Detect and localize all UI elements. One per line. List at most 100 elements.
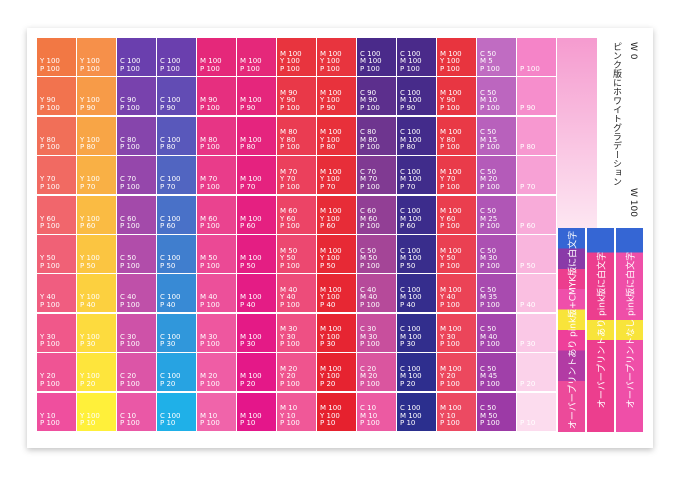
swatch-label: P 100 [200, 300, 220, 309]
swatch: M 100 P 100 [197, 38, 236, 76]
swatch: C 40 P 100 [117, 274, 156, 313]
swatch: M 100 P 100 [237, 38, 276, 76]
swatch-label: P 20 [160, 379, 176, 388]
swatch: M 100 Y 70 P 100 [437, 156, 476, 195]
swatch-label: Y 100 [80, 332, 100, 341]
swatch-label: P 80 [520, 143, 536, 152]
swatch-label: M 100 [440, 364, 462, 373]
swatch-label: C 50 [480, 207, 497, 216]
swatch-label: P 100 [280, 64, 300, 73]
swatch: C 90 M 90 P 100 [357, 77, 396, 116]
swatch-label: Y 100 [80, 293, 100, 302]
swatch-label: C 90 [360, 88, 377, 97]
swatch-label: P 40 [320, 300, 336, 309]
swatch-label: C 10 [360, 404, 377, 413]
swatch-label: P 40 [520, 300, 536, 309]
swatch-label: Y 50 [440, 254, 456, 262]
swatch-label: M 100 [240, 254, 262, 262]
swatch: M 50 Y 50 P 100 [277, 235, 316, 273]
swatch-label: C 100 [400, 167, 421, 176]
swatch-label: P 100 [200, 222, 220, 231]
swatch-label: P 100 [360, 222, 380, 231]
swatch-label: P 100 [440, 419, 460, 428]
swatch: C 100 P 20 [157, 353, 196, 392]
swatch: C 100 P 10 [157, 392, 196, 431]
swatch: C 70 M 70 P 100 [357, 156, 396, 195]
swatch-label: C 100 [400, 88, 421, 97]
swatch: M 100 Y 100 P 100 [317, 38, 356, 76]
swatch: P 50 [517, 235, 556, 273]
swatch-label: M 90 [360, 96, 378, 105]
swatch: P 10 [517, 392, 556, 431]
swatch-label: C 50 [480, 167, 497, 176]
swatch-label: Y 80 [280, 135, 296, 144]
swatch: M 90 Y 90 P 100 [277, 77, 316, 116]
swatch-label: M 20 [280, 364, 298, 373]
swatch-label: P 100 [120, 379, 140, 388]
note-strip: オーバープリントなし pink版に白文字 [616, 228, 643, 432]
swatch-label: C 50 [360, 246, 377, 255]
swatch-label: P 40 [240, 300, 256, 309]
swatch-label: P 100 [360, 300, 380, 309]
swatch-label: M 25 [480, 214, 498, 223]
swatch-label: M 15 [480, 135, 498, 144]
swatch: M 10 P 100 [197, 392, 236, 431]
swatch-label: P 100 [360, 103, 380, 112]
swatch: P 80 [517, 116, 556, 155]
swatch: M 100 Y 100 P 70 [317, 156, 356, 195]
swatch-label: P 100 [120, 222, 140, 231]
swatch: M 100 Y 50 P 100 [437, 235, 476, 273]
swatch-label: Y 60 [440, 214, 456, 223]
swatch: P 70 [517, 156, 556, 195]
white-gradient [557, 38, 597, 228]
swatch: M 100 P 80 [237, 116, 276, 155]
swatch-label: C 100 [160, 254, 181, 262]
swatch-label: P 10 [160, 419, 176, 428]
swatch: C 100 P 50 [157, 235, 196, 273]
swatch-label: M 100 [400, 411, 422, 420]
swatch-label: P 50 [320, 261, 336, 270]
swatch-label: Y 100 [80, 135, 100, 144]
swatch-label: Y 70 [280, 175, 296, 184]
swatch-label: P 40 [400, 300, 416, 309]
swatch-label: M 100 [400, 214, 422, 223]
swatch-label: M 100 [320, 88, 342, 97]
swatch-label: C 50 [480, 285, 497, 294]
swatch-label: M 60 [200, 214, 218, 223]
swatch-label: P 100 [200, 419, 220, 428]
swatch: C 100 M 100 P 30 [397, 313, 436, 352]
swatch-label: M 100 [440, 207, 462, 216]
swatch-label: C 100 [160, 214, 181, 223]
swatch: M 100 Y 100 P 20 [317, 353, 356, 392]
swatch: Y 100 P 40 [77, 274, 116, 313]
swatch-label: M 30 [200, 332, 218, 341]
swatch: C 100 M 100 P 60 [397, 195, 436, 234]
swatch-label: C 100 [400, 246, 421, 255]
swatch: M 100 P 20 [237, 353, 276, 392]
swatch-label: P 100 [480, 340, 500, 349]
swatch-label: M 100 [240, 57, 262, 65]
swatch-label: P 50 [520, 261, 536, 270]
swatch-label: P 100 [160, 64, 180, 73]
swatch-label: M 100 [440, 325, 462, 334]
swatch: M 40 P 100 [197, 274, 236, 313]
swatch-label: P 60 [160, 222, 176, 231]
swatch-label: P 90 [240, 103, 256, 112]
swatch-label: M 70 [200, 175, 218, 184]
swatch: C 100 M 100 P 50 [397, 235, 436, 273]
swatch-label: M 100 [320, 246, 342, 255]
swatch-label: P 30 [80, 340, 96, 349]
swatch-label: M 100 [400, 57, 422, 65]
swatch-label: P 30 [400, 340, 416, 349]
swatch-label: M 100 [400, 293, 422, 302]
swatch: M 100 P 30 [237, 313, 276, 352]
swatch-label: Y 100 [320, 57, 340, 65]
swatch-label: C 50 [480, 128, 497, 137]
swatch-label: P 70 [240, 182, 256, 191]
swatch: C 100 M 100 P 20 [397, 353, 436, 392]
swatch-label: P 100 [40, 340, 60, 349]
swatch-label: P 100 [480, 379, 500, 388]
swatch-label: P 100 [440, 379, 460, 388]
swatch-label: C 60 [120, 214, 137, 223]
